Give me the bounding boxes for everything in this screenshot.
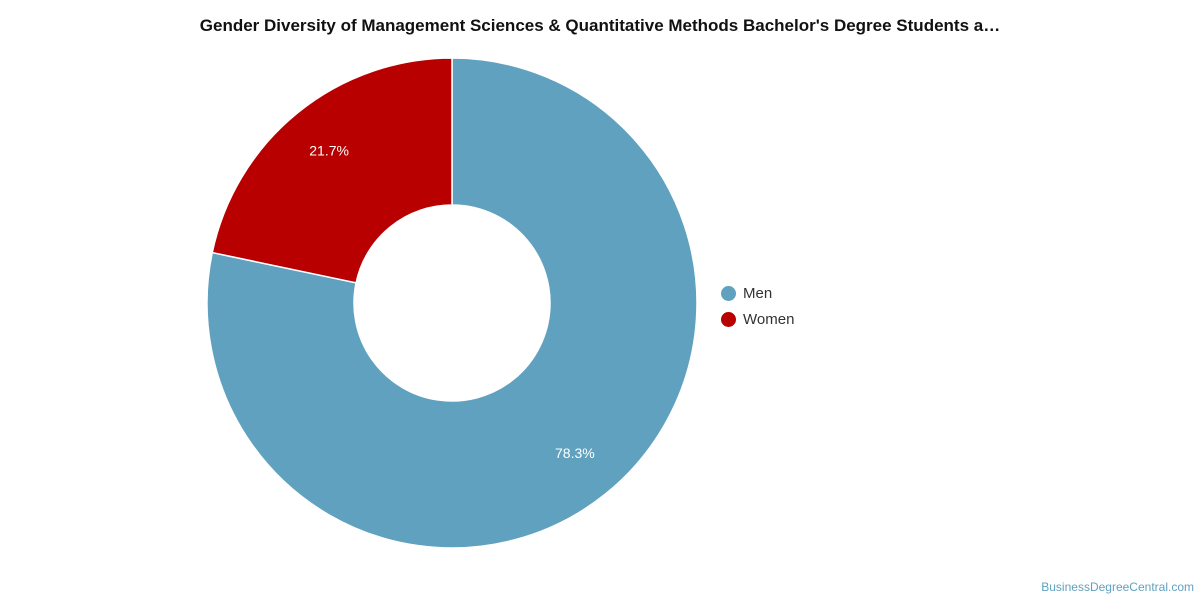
slice-women[interactable] (211, 57, 453, 284)
legend: Men Women (721, 280, 794, 332)
slices-group (206, 57, 698, 549)
legend-swatch-men (721, 285, 736, 301)
site-credit-link[interactable]: BusinessDegreeCentral.com (1041, 580, 1194, 594)
legend-label-men: Men (743, 284, 773, 302)
chart-title: Gender Diversity of Management Sciences … (199, 16, 1001, 35)
slice-label-men: 78.3% (555, 445, 595, 461)
slice-labels-group: 78.3% 21.7% (309, 142, 594, 461)
legend-item-women[interactable]: Women (721, 306, 794, 332)
slice-label-women: 21.7% (309, 142, 349, 158)
slice-men[interactable] (206, 57, 698, 549)
legend-item-men[interactable]: Men (721, 280, 794, 306)
legend-label-women: Women (743, 310, 795, 328)
legend-swatch-women (721, 311, 736, 327)
